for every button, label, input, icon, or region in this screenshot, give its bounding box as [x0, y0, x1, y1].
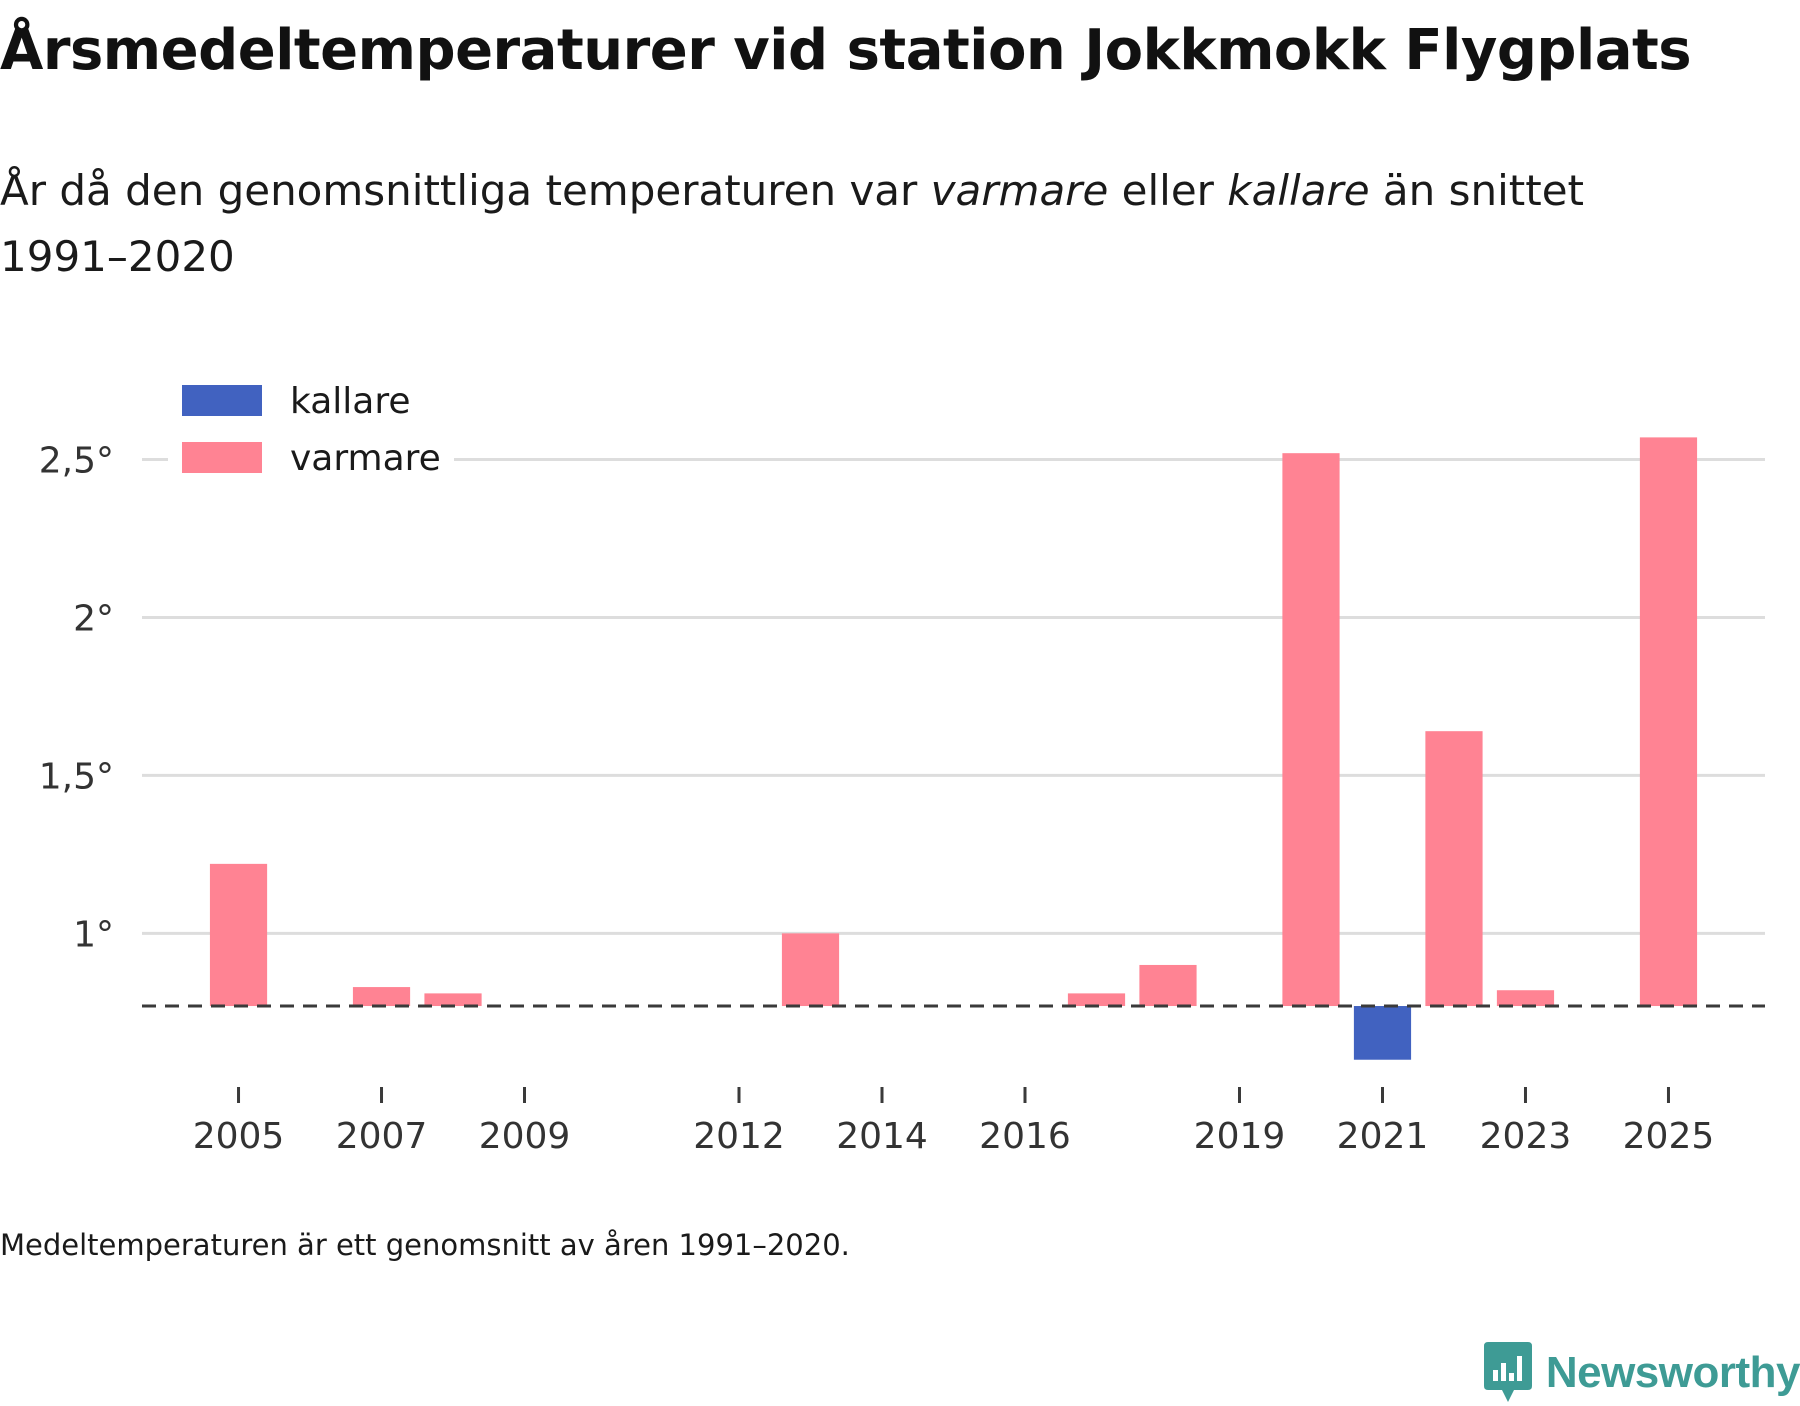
x-tick-label: 2012 — [693, 1116, 785, 1157]
footnote: Medeltemperaturen är ett genomsnitt av å… — [0, 1228, 850, 1262]
logo-badge-shape — [1483, 1342, 1532, 1402]
bar-2008[interactable] — [424, 993, 482, 1007]
bar-2005[interactable] — [209, 863, 268, 1007]
x-axis-ticks: 2005 2007 2009 2012 2014 2016 2019 2021 2023 2025 — [193, 1087, 1715, 1157]
subtitle-suffix: än snittet 1991–2020 — [0, 166, 1585, 281]
legend-item-kallare[interactable]: kallare — [182, 381, 411, 422]
y-axis-ticks: 1° 1,5° 2° 2,5° — [39, 441, 114, 956]
chart-title: Årsmedeltemperaturer vid station Jokkmok… — [0, 18, 1692, 83]
bar-2018[interactable] — [1139, 964, 1197, 1007]
y-tick-label: 1,5° — [39, 756, 114, 797]
y-tick-label: 1° — [73, 914, 114, 955]
gridlines — [142, 458, 1765, 935]
x-tick-label: 2009 — [479, 1116, 571, 1157]
brand[interactable]: Newsworthy — [1483, 1340, 1800, 1406]
legend-label: kallare — [290, 381, 411, 422]
bar-2017[interactable] — [1067, 993, 1126, 1007]
logo-bar-2 — [1500, 1363, 1506, 1381]
subtitle-middle: eller — [1108, 166, 1228, 215]
x-tick-label: 2021 — [1337, 1116, 1429, 1157]
x-tick-label: 2023 — [1480, 1116, 1572, 1157]
bar-2023[interactable] — [1496, 990, 1555, 1007]
x-tick-label: 2016 — [979, 1116, 1071, 1157]
y-tick-label: 2° — [73, 598, 114, 639]
legend[interactable]: kallare varmare — [182, 381, 441, 479]
subtitle-cold-word: kallare — [1227, 166, 1370, 215]
x-tick-label: 2005 — [193, 1116, 285, 1157]
bar-2021[interactable] — [1353, 1006, 1412, 1060]
legend-label: varmare — [290, 438, 441, 479]
newsworthy-logo-icon — [1483, 1342, 1532, 1402]
bar-2025[interactable] — [1639, 437, 1698, 1007]
legend-swatch — [182, 385, 262, 416]
logo-bar-4 — [1516, 1356, 1522, 1381]
y-tick-label: 2,5° — [39, 441, 114, 482]
logo-bar-1 — [1492, 1370, 1498, 1381]
bar-2013[interactable] — [781, 933, 840, 1007]
bar-2022[interactable] — [1425, 731, 1483, 1007]
x-tick-label: 2019 — [1194, 1116, 1286, 1157]
subtitle-prefix: År då den genomsnittliga temperaturen va… — [0, 166, 931, 215]
x-tick-label: 2014 — [836, 1116, 928, 1157]
chart-subtitle: År då den genomsnittliga temperaturen va… — [0, 158, 1700, 290]
bar-2020[interactable] — [1282, 453, 1340, 1007]
x-tick-label: 2007 — [336, 1116, 428, 1157]
logo-bar-3 — [1508, 1373, 1514, 1381]
subtitle-warm-word: varmare — [930, 166, 1109, 215]
legend-swatch — [182, 442, 262, 473]
brand-name[interactable]: Newsworthy — [1545, 1348, 1800, 1397]
bar-2007[interactable] — [352, 987, 411, 1007]
legend-item-varmare[interactable]: varmare — [182, 438, 441, 479]
bars — [209, 437, 1698, 1060]
x-tick-label: 2025 — [1623, 1116, 1715, 1157]
